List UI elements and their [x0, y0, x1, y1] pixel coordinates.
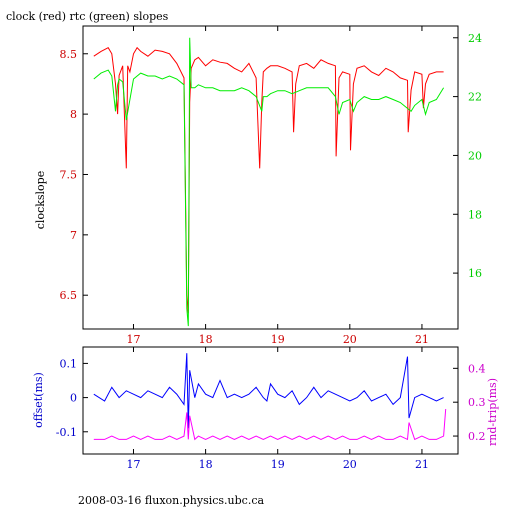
top-y-axis-label: clockslope [34, 171, 47, 229]
series-line-0 [93, 46, 444, 314]
series-line-1 [93, 37, 445, 327]
left-y-tick-label: 7 [70, 229, 77, 242]
bottom-panel: 17 18 19 20 21 -0.1 0 0.1 0.2 0.3 0.4 offset(ms) r… [32, 346, 499, 471]
x-tick-label: 17 [126, 458, 140, 471]
bottom-right-y-axis-label: rnd-trip(ms) [486, 378, 499, 446]
bottom-plot-frame [82, 346, 459, 455]
x-tick-label: 20 [343, 333, 357, 346]
top-plot-area [93, 37, 445, 327]
series-line-1 [93, 408, 447, 441]
right-y-tick-label: 0.3 [468, 396, 486, 409]
right-y-tick-label: 16 [468, 267, 482, 280]
top-plot-frame [82, 25, 459, 330]
bottom-plot-area [93, 353, 447, 441]
x-tick-label: 18 [199, 333, 213, 346]
right-y-tick-label: 20 [468, 149, 482, 162]
right-y-tick-label: 22 [468, 91, 482, 104]
x-tick-label: 17 [126, 333, 140, 346]
left-y-tick-label: 8 [70, 108, 77, 121]
right-y-tick-label: 0.2 [468, 430, 486, 443]
x-tick-label: 18 [199, 458, 213, 471]
x-tick-label: 19 [271, 333, 285, 346]
bottom-axes: 17 18 19 20 21 -0.1 0 0.1 0.2 0.3 0.4 [56, 347, 486, 471]
x-tick-label: 21 [415, 458, 429, 471]
left-y-tick-label: 8.5 [60, 48, 78, 61]
x-tick-label: 20 [343, 458, 357, 471]
right-y-tick-label: 0.4 [468, 362, 486, 375]
top-panel: 17 18 19 20 21 6.5 7 7.5 8 8.5 16 18 20 22 24 clockslo… [34, 25, 482, 346]
series-line-0 [93, 353, 444, 429]
left-y-tick-label: 6.5 [60, 289, 78, 302]
bottom-left-y-axis-label: offset(ms) [32, 372, 45, 428]
left-y-tick-label: 0.1 [60, 357, 78, 370]
right-y-tick-label: 24 [468, 32, 482, 45]
left-y-tick-label: -0.1 [56, 426, 77, 439]
left-y-tick-label: 7.5 [60, 168, 78, 181]
chart-title: clock (red) rtc (green) slopes [6, 10, 169, 23]
left-y-tick-label: 0 [70, 392, 77, 405]
footer-text: 2008-03-16 fluxon.physics.ubc.ca [78, 494, 264, 507]
top-axes: 17 18 19 20 21 6.5 7 7.5 8 8.5 16 18 20 22 24 [60, 26, 482, 346]
x-tick-label: 19 [271, 458, 285, 471]
x-tick-label: 21 [415, 333, 429, 346]
right-y-tick-label: 18 [468, 208, 482, 221]
